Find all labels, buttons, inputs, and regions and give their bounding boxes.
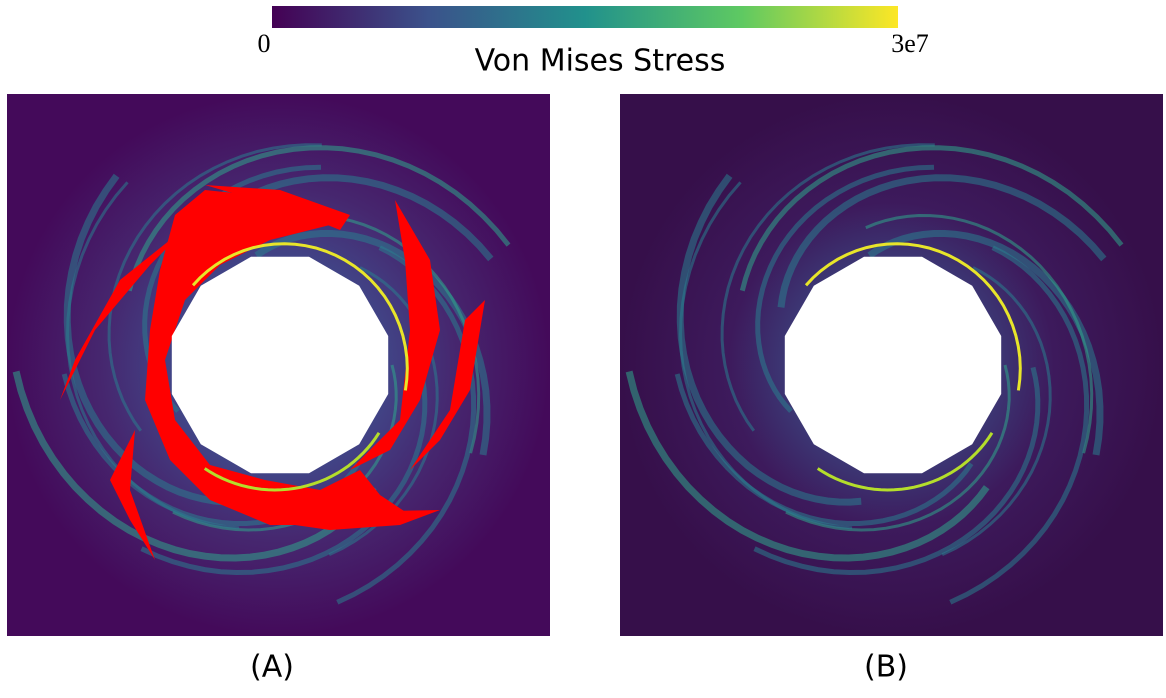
colorbar-label: Von Mises Stress — [475, 44, 726, 79]
panel — [620, 94, 1163, 636]
failure-region — [260, 510, 440, 530]
failure-region — [350, 200, 440, 470]
stress-band — [753, 366, 1041, 576]
stress-band — [785, 364, 1011, 532]
peak-stress — [816, 431, 994, 492]
stress-band — [625, 370, 990, 562]
stress-band — [676, 173, 862, 506]
stress-band — [720, 143, 935, 432]
stress-band — [865, 213, 1094, 454]
panel-label: (A) — [250, 650, 294, 685]
panel-label: (B) — [864, 650, 908, 685]
panel — [7, 94, 550, 636]
stress-band — [678, 181, 853, 530]
stress-band — [126, 145, 511, 292]
stress-band — [949, 245, 1090, 605]
stress-band — [674, 373, 974, 526]
stress-band — [12, 370, 377, 562]
stress-band — [107, 143, 322, 432]
stress-band — [941, 266, 1052, 557]
stress-band — [65, 181, 240, 530]
peak-stress — [804, 242, 1022, 391]
stress-band — [867, 230, 1104, 456]
failure-region — [205, 185, 350, 230]
stress-band — [140, 366, 428, 576]
colorbar-tick-label: 0 — [258, 29, 271, 58]
failure-region — [110, 430, 155, 560]
failure-region — [410, 300, 485, 470]
stress-band — [63, 173, 249, 506]
stress-band — [777, 174, 1107, 308]
stress-band — [739, 145, 1124, 292]
hole — [171, 256, 389, 474]
colorbar — [272, 6, 898, 28]
peak-stress — [203, 431, 381, 492]
colorbar-tick-label: 3e7 — [891, 29, 929, 58]
failure-region — [145, 190, 410, 525]
stress-band — [755, 164, 935, 413]
hole — [784, 256, 1002, 474]
peak-stress — [191, 242, 409, 391]
